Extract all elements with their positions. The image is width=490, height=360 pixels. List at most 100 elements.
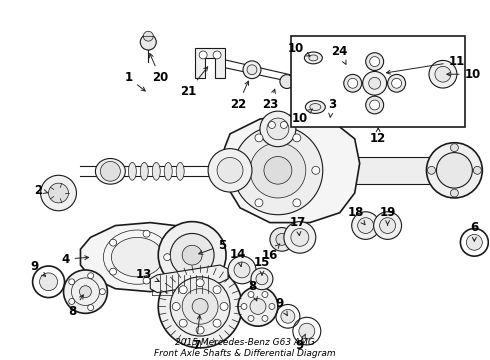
Text: 13: 13 xyxy=(136,269,159,282)
Circle shape xyxy=(426,143,482,198)
Text: 24: 24 xyxy=(332,45,348,64)
Text: 9: 9 xyxy=(276,297,287,315)
Circle shape xyxy=(256,273,268,285)
Circle shape xyxy=(250,298,266,314)
Text: 7: 7 xyxy=(192,315,201,352)
Circle shape xyxy=(247,65,257,75)
Circle shape xyxy=(392,78,402,88)
Circle shape xyxy=(158,222,226,289)
Text: 10: 10 xyxy=(291,109,313,125)
Circle shape xyxy=(100,162,121,181)
Ellipse shape xyxy=(152,162,160,180)
Circle shape xyxy=(213,51,221,59)
Circle shape xyxy=(182,289,218,324)
Circle shape xyxy=(325,114,335,124)
Ellipse shape xyxy=(164,162,172,180)
Circle shape xyxy=(243,61,261,78)
Text: 20: 20 xyxy=(149,54,169,84)
Text: 9: 9 xyxy=(296,334,305,352)
Text: 11: 11 xyxy=(387,55,465,74)
Text: 10: 10 xyxy=(447,68,481,81)
Circle shape xyxy=(380,218,395,234)
Circle shape xyxy=(437,153,472,188)
Circle shape xyxy=(158,265,242,348)
Circle shape xyxy=(270,228,294,251)
Circle shape xyxy=(312,166,320,174)
Circle shape xyxy=(88,305,94,311)
Text: 4: 4 xyxy=(61,253,89,266)
Polygon shape xyxy=(80,222,185,292)
Circle shape xyxy=(220,302,228,310)
Ellipse shape xyxy=(96,158,125,184)
Circle shape xyxy=(143,230,150,237)
Text: 3: 3 xyxy=(328,98,336,117)
Circle shape xyxy=(255,134,263,142)
Circle shape xyxy=(213,286,221,294)
Circle shape xyxy=(299,323,315,339)
Polygon shape xyxy=(150,265,228,293)
Circle shape xyxy=(179,319,187,327)
Circle shape xyxy=(291,229,309,246)
Text: 16: 16 xyxy=(262,244,280,262)
Circle shape xyxy=(281,309,295,323)
Circle shape xyxy=(369,100,380,110)
Circle shape xyxy=(213,319,221,327)
Text: 5: 5 xyxy=(199,239,226,254)
Circle shape xyxy=(79,286,92,298)
Text: 15: 15 xyxy=(254,256,270,275)
Circle shape xyxy=(248,315,254,321)
Ellipse shape xyxy=(111,237,163,277)
Text: 9: 9 xyxy=(30,261,46,276)
Text: 8: 8 xyxy=(69,295,83,318)
Circle shape xyxy=(170,234,214,277)
Circle shape xyxy=(233,126,323,215)
Circle shape xyxy=(344,75,362,92)
Ellipse shape xyxy=(309,55,318,61)
Circle shape xyxy=(170,277,230,336)
Ellipse shape xyxy=(341,64,355,72)
Circle shape xyxy=(192,298,208,314)
Text: 21: 21 xyxy=(180,67,208,98)
Circle shape xyxy=(293,134,301,142)
Circle shape xyxy=(267,118,289,140)
Circle shape xyxy=(196,326,204,334)
Circle shape xyxy=(429,60,457,88)
Circle shape xyxy=(358,218,374,234)
Circle shape xyxy=(366,96,384,114)
Circle shape xyxy=(280,122,287,129)
Text: 17: 17 xyxy=(290,216,306,235)
Circle shape xyxy=(255,199,263,207)
Circle shape xyxy=(293,199,301,207)
Text: 22: 22 xyxy=(230,81,248,111)
Circle shape xyxy=(217,158,243,183)
Circle shape xyxy=(262,315,268,321)
Circle shape xyxy=(40,273,57,291)
Circle shape xyxy=(69,279,75,285)
Circle shape xyxy=(236,166,244,174)
Circle shape xyxy=(248,292,254,297)
Ellipse shape xyxy=(140,162,148,180)
Polygon shape xyxy=(195,48,225,78)
Text: 14: 14 xyxy=(230,248,246,266)
Circle shape xyxy=(276,234,288,245)
Bar xyxy=(340,157,454,184)
Circle shape xyxy=(99,289,105,294)
Ellipse shape xyxy=(116,162,124,180)
Text: 23: 23 xyxy=(262,89,278,111)
Circle shape xyxy=(262,292,268,297)
Circle shape xyxy=(284,222,316,253)
Circle shape xyxy=(348,78,358,88)
Text: 12: 12 xyxy=(370,128,386,145)
Circle shape xyxy=(352,212,380,239)
Circle shape xyxy=(466,234,482,250)
Circle shape xyxy=(374,212,401,239)
Circle shape xyxy=(110,239,117,246)
Circle shape xyxy=(450,144,458,152)
Circle shape xyxy=(69,298,75,305)
Circle shape xyxy=(228,256,256,284)
Circle shape xyxy=(199,51,207,59)
Text: 10: 10 xyxy=(287,41,310,56)
Text: 19: 19 xyxy=(379,206,396,225)
Circle shape xyxy=(366,53,384,71)
Text: 1: 1 xyxy=(124,71,145,91)
